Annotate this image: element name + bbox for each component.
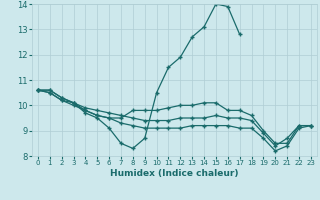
X-axis label: Humidex (Indice chaleur): Humidex (Indice chaleur) xyxy=(110,169,239,178)
